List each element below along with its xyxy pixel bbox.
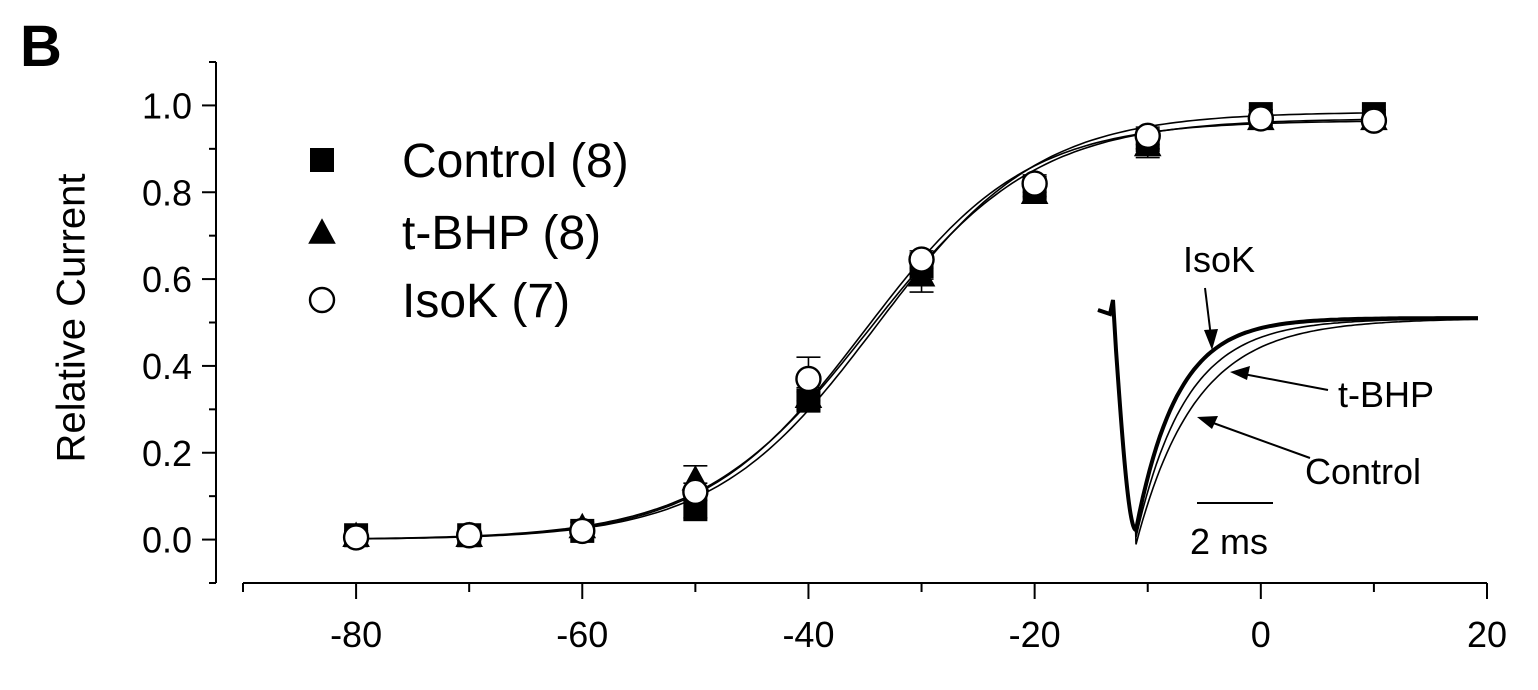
- trace-t-bhp: [1097, 299, 1478, 538]
- data-point-3: [1021, 170, 1048, 197]
- inset-label-t-bhp: t-BHP: [1338, 374, 1434, 415]
- y-tick-label: 1.0: [142, 85, 192, 126]
- trace-isok: [1097, 299, 1478, 533]
- legend-marker: [310, 148, 334, 172]
- inset-label-control: Control: [1305, 451, 1421, 492]
- data-point-3: [795, 365, 822, 393]
- data-point-2: [794, 382, 823, 409]
- inset-trace: IsoK t-BHP Control 2 ms: [1097, 239, 1478, 562]
- x-tick-label: 20: [1467, 614, 1507, 655]
- legend-marker: [308, 218, 336, 244]
- data-point-3: [682, 478, 709, 506]
- y-tick-label: 0.8: [142, 172, 192, 213]
- data-point-3: [569, 517, 596, 545]
- axes: 0.0 0.2 0.4 0.6 0.8 1.0 -80 -60 -40 -20 0 20: [142, 61, 1507, 655]
- fit-curve-3: [356, 120, 1374, 540]
- arrow-control: [1204, 419, 1311, 459]
- legend: Control (8) t-BHP (8) IsoK (7): [308, 135, 629, 328]
- legend-label: Control (8): [402, 135, 629, 188]
- data-points: [342, 102, 1388, 551]
- x-tick-label: -40: [782, 614, 834, 655]
- x-tick-label: 0: [1251, 614, 1271, 655]
- data-point-3: [455, 522, 483, 549]
- arrowhead-isok: [1204, 329, 1218, 350]
- trace-control: [1097, 299, 1478, 545]
- legend-label: t-BHP (8): [402, 207, 601, 260]
- inset-label-isok: IsoK: [1183, 239, 1255, 280]
- panel-letter: B: [20, 14, 62, 79]
- arrow-t-bhp: [1237, 372, 1329, 391]
- data-point-3: [908, 246, 935, 273]
- y-tick-label: 0.6: [142, 259, 192, 300]
- data-point-3: [342, 524, 370, 551]
- y-tick-label: 0.4: [142, 346, 192, 387]
- fit-curves: [356, 112, 1374, 540]
- data-point-2: [907, 260, 936, 287]
- data-point-3: [1247, 105, 1275, 132]
- x-tick-label: -80: [330, 614, 382, 655]
- y-tick-label: 0.0: [142, 520, 192, 561]
- y-tick-label: 0.2: [142, 433, 192, 474]
- x-tick-label: -60: [556, 614, 608, 655]
- arrowhead-t-bhp: [1230, 366, 1250, 380]
- data-point-3: [1134, 122, 1161, 150]
- legend-marker: [308, 286, 336, 314]
- x-tick-label: -20: [1009, 614, 1061, 655]
- data-point-3: [1360, 107, 1388, 134]
- scale-bar-label: 2 ms: [1190, 521, 1268, 562]
- arrowhead-control: [1197, 416, 1218, 429]
- legend-label: IsoK (7): [402, 275, 570, 328]
